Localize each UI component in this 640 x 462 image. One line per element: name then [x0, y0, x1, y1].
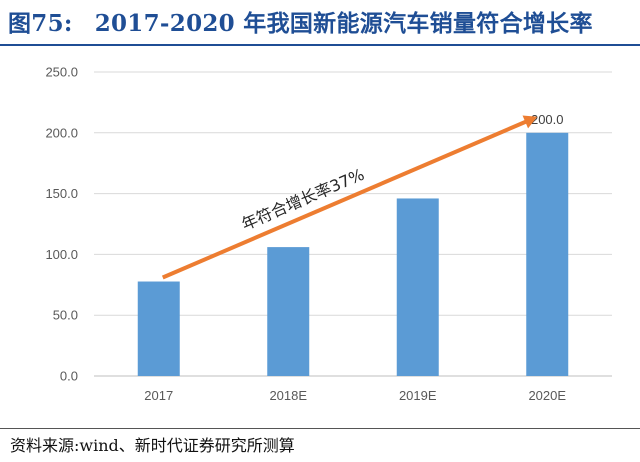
title-rule: [0, 44, 640, 46]
x-tick-label: 2017: [144, 388, 173, 403]
bar-2018E: [267, 247, 310, 376]
y-tick-label: 250.0: [45, 65, 78, 80]
y-axis-ticks: 0.0 50.0 100.0 150.0 200.0 250.0: [45, 65, 78, 384]
growth-arrow: [161, 118, 531, 280]
data-label: 200.0: [531, 112, 564, 127]
source-rule: [0, 428, 640, 429]
source-note: 资料来源:wind、新时代证券研究所测算: [10, 436, 295, 455]
bar-2017: [137, 281, 180, 376]
figure-number: 图75:: [8, 10, 73, 37]
y-tick-label: 0.0: [60, 369, 78, 384]
bar-2020E: [526, 132, 569, 376]
y-tick-label: 150.0: [45, 186, 78, 201]
y-tick-label: 100.0: [45, 247, 78, 262]
x-tick-label: 2020E: [528, 388, 566, 403]
bar-2019E: [396, 198, 439, 376]
x-axis-ticks: 2017 2018E 2019E 2020E: [144, 388, 566, 403]
growth-annotation: 年符合增长率37%: [161, 115, 538, 280]
growth-arrowhead: [522, 115, 538, 129]
y-tick-label: 50.0: [53, 308, 78, 323]
data-labels: 200.0: [531, 112, 564, 127]
bars: [137, 132, 569, 376]
x-tick-label: 2019E: [399, 388, 437, 403]
figure-title: 图75: 2017-2020 年我国新能源汽车销量符合增长率: [8, 8, 593, 40]
y-tick-label: 200.0: [45, 125, 78, 140]
gridlines: [94, 71, 612, 377]
x-tick-label: 2018E: [269, 388, 307, 403]
figure-title-text: 2017-2020 年我国新能源汽车销量符合增长率: [94, 10, 593, 37]
